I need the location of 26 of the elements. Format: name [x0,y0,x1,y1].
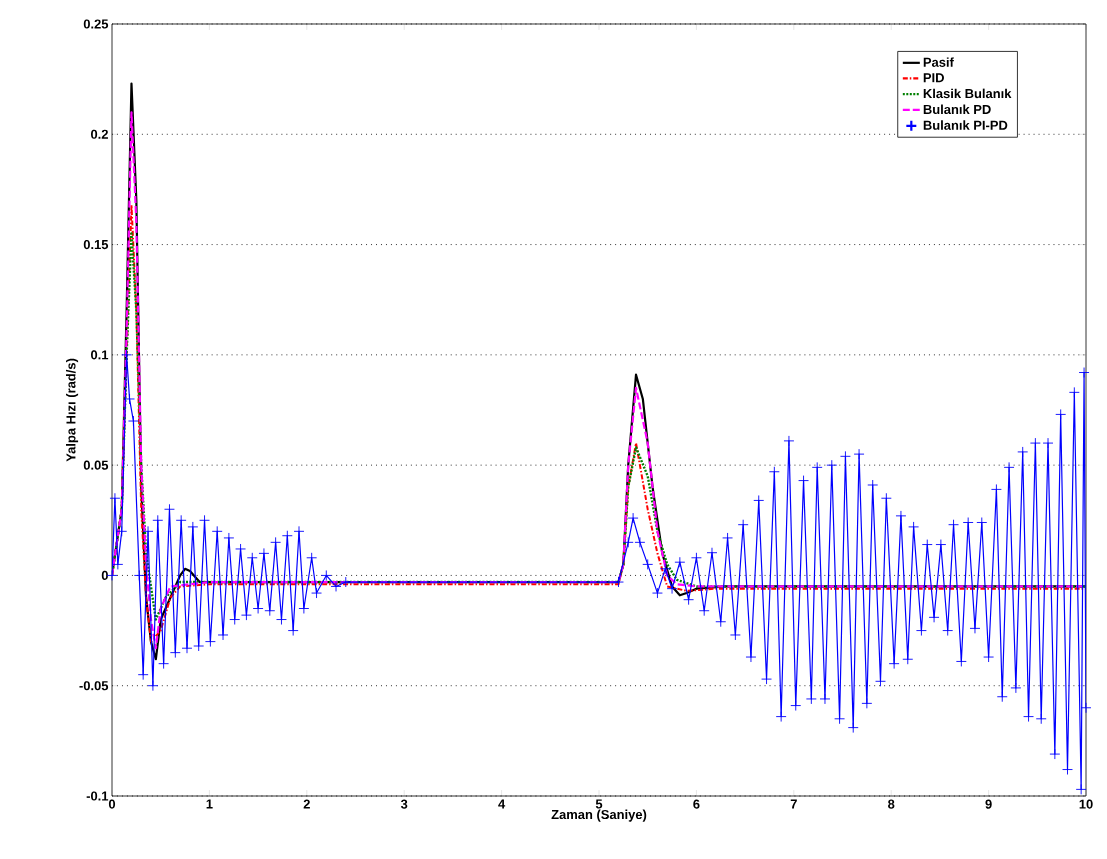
y-tick-label: -0.1 [86,791,109,801]
x-tick-label: 5 [595,799,603,809]
y-tick-label: 0 [101,570,108,581]
x-tick-label: 2 [303,799,310,809]
x-tick-label: 8 [888,799,895,809]
y-tick-label: 0.25 [83,19,109,29]
y-tick-label: 0.1 [90,350,109,360]
y-tick-label: -0.05 [79,681,109,691]
y-tick-label: 0.05 [83,460,109,470]
legend-label: Klasik Bulanık [923,88,1012,99]
legend-label: Bulanık PI-PD [923,120,1008,130]
legend-label: PID [923,73,944,83]
y-tick-label: 0.2 [90,129,108,139]
y-tick-label: 0.15 [83,239,109,250]
x-tick-label: 10 [1079,799,1093,809]
x-tick-label: 7 [790,799,797,809]
legend-label: Bulanık PD [923,104,991,115]
legend-label: Pasif [923,57,954,67]
x-tick-label: 1 [206,799,213,809]
x-tick-label: 0 [108,799,116,809]
x-tick-label: 4 [498,799,506,809]
x-axis-title: Zaman (Saniye) [551,809,647,822]
x-tick-label: 6 [693,799,700,809]
y-axis-title: Yalpa Hızı (rad/s) [66,358,79,462]
x-tick-label: 3 [400,799,408,809]
x-tick-label: 9 [985,799,992,809]
